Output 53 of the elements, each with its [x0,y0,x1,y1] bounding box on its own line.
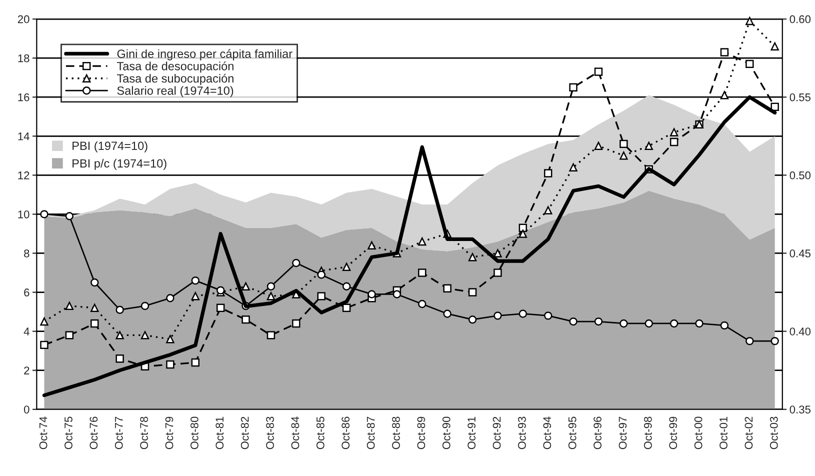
x-tick-label: Oct-98 [644,416,652,450]
x-tick-label: Oct-84 [291,416,300,450]
x-tick-label: Oct-89 [417,416,426,450]
x-tick-label: Oct-83 [266,416,274,450]
y-tick-label: 8 [24,250,30,258]
x-tick-label: Oct-91 [468,416,476,450]
x-tick-label: Oct-01 [720,416,728,450]
x-tick-label: Oct-78 [140,416,148,450]
x-tick-label: Oct-81 [216,416,224,450]
x-tick-label: Oct-88 [392,416,400,450]
x-tick-label: Oct-92 [492,416,501,450]
y-tick-label: 10 [18,210,30,218]
x-tick-label: Oct-95 [568,416,576,450]
y-tick-label: 16 [18,93,30,102]
x-tick-label: Oct-79 [165,416,174,450]
y-tick-label: 6 [24,288,30,296]
legend-label: PBI p/c (1974=10) [72,158,166,170]
x-tick-label: Oct-03 [770,416,778,450]
y2-tick-label: 0.60 [790,15,811,24]
x-tick-label: Oct-85 [316,416,324,450]
x-tick-label: Oct-97 [618,416,627,450]
x-tick-label: Oct-00 [694,416,702,450]
x-tick-label: Oct-77 [114,416,123,450]
legend-label: Salario real (1974=10) [117,86,234,98]
x-tick-label: Oct-74 [39,416,48,450]
y2-tick-label: 0.45 [790,250,811,258]
legend-label: Tasa de desocupación [116,62,234,73]
y-tick-label: 4 [24,328,30,336]
x-tick-label: Oct-75 [64,416,72,450]
x-tick-label: Oct-90 [442,416,450,450]
y2-tick-label: 0.55 [790,93,811,102]
x-tick-label: Oct-02 [744,416,753,450]
y2-tick-label: 0.40 [790,328,811,336]
y2-tick-label: 0.35 [790,406,811,414]
legend-label: PBI (1974=10) [72,141,148,152]
x-tick-label: Oct-96 [594,416,602,450]
x-tick-label: Oct-80 [190,416,198,450]
legend-label: Tasa de subocupación [116,74,234,85]
x-tick-label: Oct-87 [366,416,375,450]
y-tick-label: 0 [24,406,30,414]
y-tick-label: 2 [24,366,30,374]
y2-tick-label: 0.50 [790,171,811,180]
x-tick-label: Oct-82 [240,416,249,450]
legend-label: Gini de ingreso per cápita familiar [117,49,292,60]
x-tick-label: Oct-93 [518,416,526,450]
x-tick-label: Oct-86 [342,416,350,450]
y-tick-label: 20 [18,15,30,24]
x-tick-label: Oct-94 [543,416,552,450]
y-tick-label: 12 [18,171,30,180]
y-tick-label: 18 [18,54,30,62]
x-tick-label: Oct-99 [669,416,678,450]
x-tick-label: Oct-76 [90,416,98,450]
y-tick-label: 14 [18,132,30,140]
